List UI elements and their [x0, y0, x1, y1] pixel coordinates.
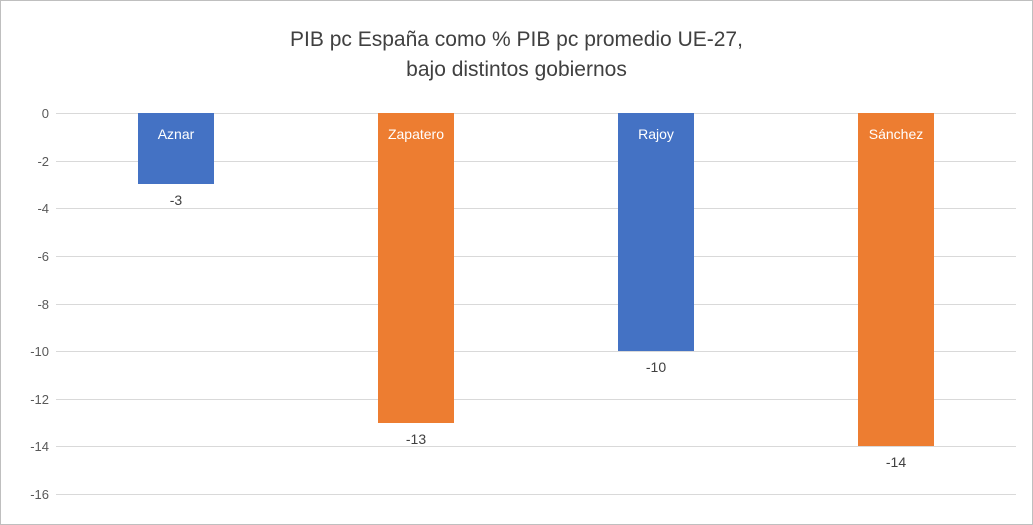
y-tick-label: -14	[30, 439, 49, 454]
bar-value-label: -3	[169, 192, 183, 208]
y-tick-label: -16	[30, 487, 49, 502]
gridline	[56, 398, 1016, 400]
y-tick-label: 0	[41, 106, 49, 121]
y-tick-label: -2	[37, 154, 49, 169]
bar-aznar: Aznar	[138, 113, 214, 184]
bar-value-label: -13	[405, 431, 427, 447]
y-tick-label: -12	[30, 392, 49, 407]
y-tick-label: -4	[37, 201, 49, 216]
gridline	[56, 160, 1016, 162]
bar-category-label: Zapatero	[387, 126, 445, 142]
gridline	[56, 351, 1016, 353]
gridline	[56, 446, 1016, 448]
y-tick-label: -10	[30, 344, 49, 359]
gridline	[56, 255, 1016, 257]
chart-title-line-1: PIB pc España como % PIB pc promedio UE-…	[290, 28, 743, 51]
gridline	[56, 113, 1016, 114]
gridline	[56, 208, 1016, 210]
bar-category-label: Aznar	[157, 126, 195, 142]
y-tick-label: -8	[37, 297, 49, 312]
bar-zapatero: Zapatero	[378, 113, 454, 423]
bar-category-label: Sánchez	[868, 126, 924, 142]
gridline	[56, 303, 1016, 305]
chart-title-line-2: bajo distintos gobiernos	[406, 58, 627, 81]
bar-value-label: -14	[885, 454, 907, 470]
bar-sánchez: Sánchez	[858, 113, 934, 446]
bar-value-label: -10	[645, 359, 667, 375]
bar-category-label: Rajoy	[638, 126, 674, 142]
gridline	[56, 494, 1016, 495]
chart-title: PIB pc España como % PIB pc promedio UE-…	[1, 25, 1032, 85]
bar-rajoy: Rajoy	[618, 113, 694, 351]
y-tick-label: -6	[37, 249, 49, 264]
plot-area: Aznar -3 Zapatero -13 Rajoy -10 Sánchez -14	[56, 113, 1016, 495]
